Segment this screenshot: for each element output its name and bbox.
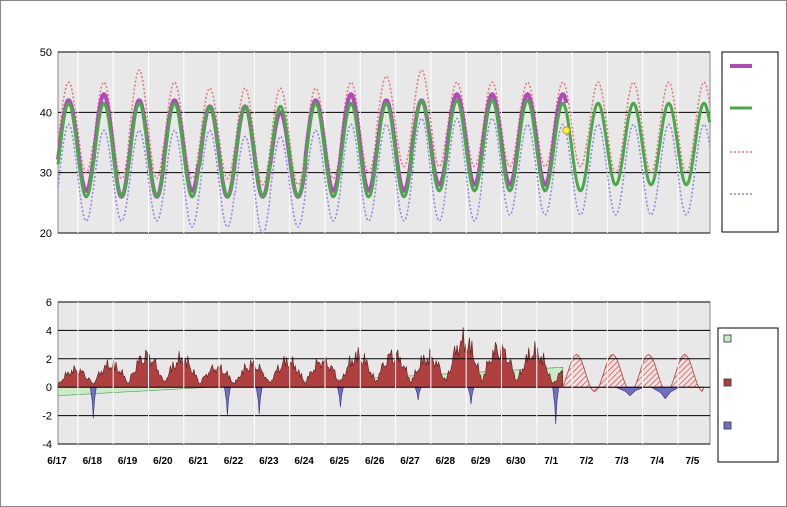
temperature-legend (721, 51, 779, 233)
y-tick-label: 0 (46, 382, 52, 394)
y-tick-label: 40 (40, 107, 52, 119)
y-tick-label: 50 (40, 47, 52, 59)
difference-legend-box (717, 327, 779, 463)
current-time-marker (562, 126, 571, 135)
x-tick-label: 6/25 (330, 456, 350, 467)
x-tick-label: 6/29 (471, 456, 491, 467)
y-tick-label: 30 (40, 168, 52, 180)
x-tick-label: 6/30 (506, 456, 526, 467)
x-tick-label: 6/24 (294, 456, 314, 467)
difference-day-dividers (77, 302, 679, 444)
legend-swatch (723, 421, 732, 430)
difference-gridlines (58, 301, 710, 445)
x-tick-label: 6/27 (400, 456, 420, 467)
difference-legend (717, 327, 779, 463)
legend-swatch (723, 378, 732, 387)
difference-chart: 6 4 2 0 -2 -4 6/17 6/18 6/19 6/20 6/21 6/22 6/23 6/2… (42, 297, 711, 467)
x-tick-label: 6/26 (365, 456, 385, 467)
x-tick-label: 6/22 (224, 456, 244, 467)
difference-y-ticks: 6 4 2 0 -2 -4 (42, 297, 52, 451)
date-x-ticks: 6/17 6/18 6/19 6/20 6/21 6/22 6/23 6/24 6/25 6/26… (47, 456, 700, 467)
x-tick-label: 6/20 (153, 456, 173, 467)
x-tick-label: 7/1 (544, 456, 558, 467)
x-tick-label: 7/5 (685, 456, 699, 467)
temperature-legend-box (721, 51, 779, 233)
y-tick-label: -4 (42, 439, 52, 451)
y-tick-label: 2 (46, 354, 52, 366)
x-tick-label: 6/17 (47, 456, 67, 467)
y-tick-label: -2 (42, 411, 52, 423)
temperature-chart: 50 40 30 20 (40, 47, 712, 240)
y-tick-label: 6 (46, 297, 52, 309)
x-tick-label: 6/28 (436, 456, 456, 467)
x-tick-label: 7/4 (650, 456, 664, 467)
lower-bound-line (57, 117, 711, 234)
temperature-y-ticks: 50 40 30 20 (40, 47, 52, 240)
x-tick-label: 6/18 (83, 456, 103, 467)
x-tick-label: 6/23 (259, 456, 279, 467)
temperature-series (56, 69, 712, 234)
y-tick-label: 20 (40, 228, 52, 240)
x-tick-label: 6/19 (118, 456, 138, 467)
y-tick-label: 4 (46, 325, 52, 337)
x-tick-label: 7/2 (580, 456, 594, 467)
upper-bound-line (57, 69, 711, 186)
legend-swatch (723, 334, 732, 343)
predicted-temperature-line (56, 98, 712, 199)
x-tick-label: 7/3 (615, 456, 629, 467)
temperature-plot-area (57, 51, 711, 234)
x-tick-label: 6/21 (188, 456, 208, 467)
